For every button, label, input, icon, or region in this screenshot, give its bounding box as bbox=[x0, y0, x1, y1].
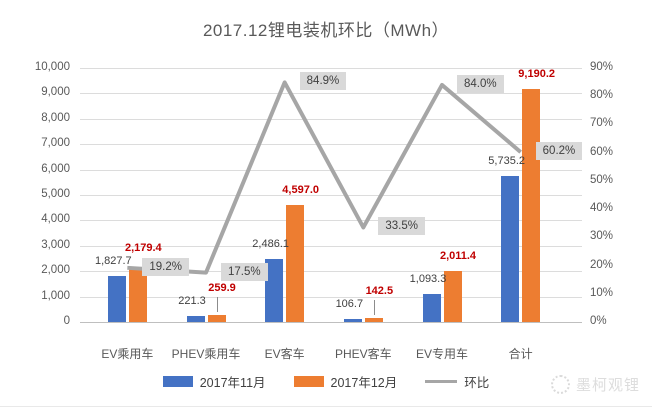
y-axis-tick-label: 10,000 bbox=[34, 61, 70, 73]
y2-axis-tick-label: 60% bbox=[590, 145, 614, 158]
pct-label: 19.2% bbox=[142, 257, 189, 276]
chart-title: 2017.12锂电装机环比（MWh） bbox=[202, 21, 450, 40]
gridline bbox=[80, 93, 582, 95]
label-leader-line bbox=[373, 300, 375, 316]
y2-axis-tick-label: 20% bbox=[590, 258, 614, 271]
y2-axis-tick-label: 40% bbox=[590, 202, 614, 215]
bar-value-label-dec: 2,179.4 bbox=[124, 241, 162, 254]
legend-item-ratio: 环比 bbox=[425, 372, 489, 391]
y-axis-tick-label: 8,000 bbox=[41, 111, 70, 124]
y2-axis-tick-label: 80% bbox=[590, 89, 614, 102]
bar-nov bbox=[265, 258, 284, 322]
y2-axis-tick-label: 10% bbox=[590, 286, 614, 299]
y2-axis-tick-label: 30% bbox=[590, 230, 614, 243]
legend-label-ratio: 环比 bbox=[464, 376, 490, 390]
gridline bbox=[80, 68, 582, 69]
x-axis-category-label: 合计 bbox=[508, 347, 533, 361]
x-axis-category-label: EV乘用车 bbox=[101, 347, 154, 361]
gridline bbox=[80, 245, 582, 247]
legend: 2017年11月 2017年12月 环比 bbox=[0, 372, 652, 391]
x-axis-category-label: PHEV客车 bbox=[334, 347, 392, 361]
bar-value-label-nov: 5,735.2 bbox=[488, 155, 526, 168]
y2-axis-tick-label: 50% bbox=[590, 173, 614, 186]
bar-nov bbox=[343, 319, 362, 322]
y-axis-tick-label: 4,000 bbox=[41, 213, 70, 226]
legend-label-nov: 2017年11月 bbox=[199, 376, 266, 390]
y-axis-tick-label: 2,000 bbox=[41, 264, 70, 277]
y2-axis-tick-label: 70% bbox=[590, 117, 614, 130]
bar-value-label-nov: 1,827.7 bbox=[94, 254, 132, 267]
bar-nov bbox=[501, 176, 520, 322]
y2-axis-tick-label: 0% bbox=[590, 315, 607, 327]
legend-swatch-dec bbox=[293, 376, 324, 387]
bar-dec bbox=[443, 270, 462, 322]
watermark-logo-icon bbox=[550, 375, 570, 394]
bar-value-label-nov: 106.7 bbox=[335, 298, 364, 311]
bar-value-label-dec: 2,011.4 bbox=[439, 249, 477, 262]
bar-value-label-dec: 9,190.2 bbox=[518, 67, 556, 80]
gridline bbox=[80, 271, 582, 273]
bar-value-label-dec: 142.5 bbox=[365, 285, 394, 298]
bar-dec bbox=[207, 315, 226, 322]
legend-swatch-ratio-line bbox=[425, 380, 458, 383]
y-axis-tick-label: 9,000 bbox=[41, 86, 70, 99]
label-leader-line bbox=[216, 297, 218, 313]
pct-label: 60.2% bbox=[535, 142, 583, 161]
bar-value-label-dec: 4,597.0 bbox=[282, 184, 320, 197]
bar-value-label-nov: 221.3 bbox=[178, 295, 206, 308]
legend-label-dec: 2017年12月 bbox=[330, 376, 398, 390]
y-axis-tick-label: 7,000 bbox=[41, 137, 70, 150]
gridline bbox=[80, 144, 582, 146]
gridline bbox=[80, 195, 582, 196]
bar-dec bbox=[364, 318, 383, 322]
bar-value-label-nov: 2,486.1 bbox=[252, 237, 290, 250]
bar-nov bbox=[422, 294, 441, 322]
bar-dec bbox=[286, 205, 305, 322]
pct-label: 84.0% bbox=[457, 74, 504, 93]
bottom-divider bbox=[0, 406, 652, 407]
x-axis-category-label: EV客车 bbox=[264, 347, 305, 361]
pct-label: 17.5% bbox=[221, 262, 268, 281]
legend-item-nov: 2017年11月 bbox=[162, 372, 266, 391]
bar-nov bbox=[186, 316, 205, 322]
gridline bbox=[80, 220, 582, 222]
y-axis-tick-label: 0 bbox=[63, 315, 70, 327]
bar-dec bbox=[128, 266, 147, 322]
bar-value-label-dec: 259.9 bbox=[208, 282, 236, 295]
gridline bbox=[80, 118, 582, 120]
y-axis-tick-label: 5,000 bbox=[41, 188, 70, 200]
gridline bbox=[80, 296, 582, 298]
legend-item-dec: 2017年12月 bbox=[293, 372, 398, 391]
watermark-text: 墨柯观锂 bbox=[575, 377, 640, 394]
gridline bbox=[80, 322, 582, 323]
bar-value-label-nov: 1,093.3 bbox=[409, 273, 447, 286]
pct-label: 33.5% bbox=[378, 217, 425, 236]
ratio-polyline bbox=[127, 80, 522, 275]
bar-nov bbox=[107, 275, 126, 322]
x-axis-category-label: PHEV乘用车 bbox=[171, 347, 241, 361]
watermark: 墨柯观锂 bbox=[550, 374, 640, 395]
y-axis-tick-label: 1,000 bbox=[41, 289, 70, 302]
y2-axis-tick-label: 90% bbox=[590, 61, 614, 73]
y-axis-tick-label: 3,000 bbox=[41, 238, 70, 251]
y-axis-tick-label: 6,000 bbox=[41, 162, 70, 175]
x-axis-category-label: EV专用车 bbox=[415, 347, 469, 361]
legend-swatch-nov bbox=[162, 376, 193, 387]
pct-label: 84.9% bbox=[299, 72, 347, 91]
